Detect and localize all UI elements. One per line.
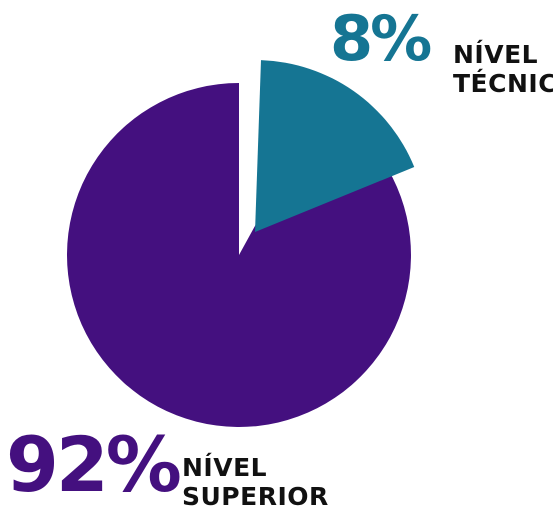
- category-label-superior-line1: NÍVEL: [182, 453, 268, 482]
- category-label-tecnico-line1: NÍVEL: [453, 40, 539, 69]
- percent-label-tecnico: 8%: [330, 2, 432, 75]
- category-label-superior-line2: SUPERIOR: [182, 481, 329, 511]
- category-label-superior: NÍVEL SUPERIOR: [182, 453, 382, 512]
- pie-slice-nivel-tecnico: [255, 60, 415, 232]
- category-label-tecnico-line2: TÉCNICO: [453, 68, 553, 98]
- percent-label-superior: 92%: [6, 420, 182, 509]
- category-label-tecnico: NÍVEL TÉCNICO: [453, 40, 553, 99]
